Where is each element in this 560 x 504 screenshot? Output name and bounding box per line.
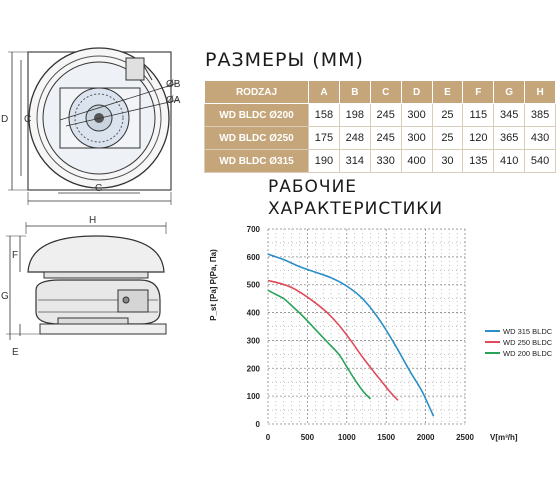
x-axis-ticks: 0 500 1000 1500 2000 2500 bbox=[266, 433, 475, 442]
y-axis-ticks: 0 100 200 300 400 500 600 700 bbox=[247, 225, 261, 429]
dim-label-f: F bbox=[12, 250, 18, 261]
x-tick-label: 2000 bbox=[417, 433, 435, 442]
y-tick-label: 500 bbox=[247, 281, 261, 290]
legend-label: WD 315 BLDC bbox=[503, 327, 553, 336]
col-header: A bbox=[308, 80, 340, 104]
x-tick-label: 0 bbox=[266, 433, 271, 442]
y-tick-label: 400 bbox=[247, 309, 261, 318]
y-tick-label: 200 bbox=[247, 364, 261, 373]
dimensions-table: RODZAJ A B C D E F G H WD BLDC Ø200 158 … bbox=[204, 80, 556, 173]
series-line bbox=[267, 253, 435, 417]
table-cell: 198 bbox=[338, 103, 371, 127]
table-cell: 410 bbox=[493, 149, 526, 173]
performance-title-line2: ХАРАКТЕРИСТИКИ bbox=[268, 199, 444, 219]
table-cell: 190 bbox=[308, 149, 340, 173]
table-row: WD BLDC Ø250 175 248 245 300 25 120 365 … bbox=[204, 126, 556, 150]
dim-label-c-left: C bbox=[24, 114, 31, 125]
col-header: D bbox=[400, 80, 433, 104]
y-tick-label: 300 bbox=[247, 336, 261, 345]
x-tick-label: 500 bbox=[301, 433, 315, 442]
table-cell: 245 bbox=[369, 126, 402, 150]
table-cell: 135 bbox=[462, 149, 495, 173]
table-cell: 400 bbox=[400, 149, 433, 173]
performance-chart: 0 100 200 300 400 500 600 700 0 500 1000 1500 2000 2… bbox=[209, 225, 553, 442]
col-header: F bbox=[462, 80, 495, 104]
table-cell: 175 bbox=[308, 126, 340, 150]
x-tick-label: 1500 bbox=[377, 433, 395, 442]
table-cell: 540 bbox=[524, 149, 556, 173]
table-cell: 248 bbox=[338, 126, 371, 150]
dimensions-title: РАЗМЕРЫ (ММ) bbox=[205, 49, 364, 71]
model-cell: WD BLDC Ø200 bbox=[204, 103, 309, 127]
table-cell: 385 bbox=[524, 103, 556, 127]
col-header: B bbox=[338, 80, 371, 104]
chart-series bbox=[267, 253, 435, 417]
dim-label-h: H bbox=[89, 215, 96, 226]
col-header: H bbox=[524, 80, 556, 104]
side-view-drawing: H F G E bbox=[1, 215, 167, 358]
dim-label-g: G bbox=[1, 291, 9, 302]
chart-grid bbox=[267, 228, 466, 425]
table-cell: 25 bbox=[431, 103, 464, 127]
fan-technical-drawings: ØB ØA D C C H bbox=[1, 47, 181, 358]
table-cell: 30 bbox=[431, 149, 464, 173]
col-header: E bbox=[431, 80, 464, 104]
series-line bbox=[267, 279, 399, 401]
table-cell: 365 bbox=[493, 126, 526, 150]
y-tick-label: 700 bbox=[247, 225, 261, 234]
legend-label: WD 250 BLDC bbox=[503, 338, 553, 347]
x-axis-label: V[m³/h] bbox=[490, 433, 518, 442]
table-cell: 120 bbox=[462, 126, 495, 150]
y-tick-label: 0 bbox=[256, 420, 261, 429]
dim-label-b: ØB bbox=[166, 79, 181, 90]
dim-label-a: ØA bbox=[166, 95, 181, 106]
table-cell: 314 bbox=[338, 149, 371, 173]
dim-label-d: D bbox=[1, 114, 8, 125]
legend-label: WD 200 BLDC bbox=[503, 349, 553, 358]
table-row: WD BLDC Ø315 190 314 330 400 30 135 410 … bbox=[204, 149, 556, 173]
table-cell: 430 bbox=[524, 126, 556, 150]
table-cell: 245 bbox=[369, 103, 402, 127]
dim-label-e: E bbox=[12, 347, 19, 358]
table-cell: 300 bbox=[400, 126, 433, 150]
table-cell: 345 bbox=[493, 103, 526, 127]
series-line bbox=[267, 289, 372, 400]
y-tick-label: 600 bbox=[247, 253, 261, 262]
table-row: WD BLDC Ø200 158 198 245 300 25 115 345 … bbox=[204, 103, 556, 127]
performance-title-line1: РАБОЧИЕ bbox=[268, 177, 358, 197]
table-cell: 330 bbox=[369, 149, 402, 173]
dimensions-header-row: RODZAJ A B C D E F G H bbox=[204, 80, 556, 104]
col-header: C bbox=[369, 80, 402, 104]
col-header: RODZAJ bbox=[204, 80, 309, 104]
x-tick-label: 1000 bbox=[338, 433, 356, 442]
model-cell: WD BLDC Ø315 bbox=[204, 149, 309, 173]
col-header: G bbox=[493, 80, 526, 104]
table-cell: 300 bbox=[400, 103, 433, 127]
table-cell: 158 bbox=[308, 103, 340, 127]
model-cell: WD BLDC Ø250 bbox=[204, 126, 309, 150]
top-view-drawing: ØB ØA D C C bbox=[1, 47, 181, 205]
table-cell: 25 bbox=[431, 126, 464, 150]
y-axis-label: P_st [Pa] P(Pa, Па) bbox=[209, 249, 218, 321]
chart-legend: WD 315 BLDC WD 250 BLDC WD 200 BLDC bbox=[485, 327, 553, 358]
dim-label-c-bottom: C bbox=[95, 183, 102, 194]
table-cell: 115 bbox=[462, 103, 495, 127]
x-tick-label: 2500 bbox=[456, 433, 474, 442]
y-tick-label: 100 bbox=[247, 392, 261, 401]
